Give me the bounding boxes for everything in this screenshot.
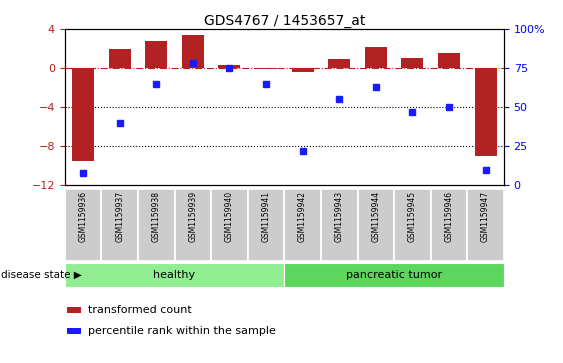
Bar <box>218 65 240 68</box>
Text: GSM1159939: GSM1159939 <box>189 191 197 242</box>
Text: GSM1159943: GSM1159943 <box>335 191 343 242</box>
Text: percentile rank within the sample: percentile rank within the sample <box>88 326 276 336</box>
Bar <box>182 35 204 68</box>
Bar <box>438 53 460 68</box>
Bar <box>109 49 131 68</box>
Bar <box>394 189 431 261</box>
Text: pancreatic tumor: pancreatic tumor <box>346 270 442 280</box>
Text: GSM1159941: GSM1159941 <box>262 191 270 242</box>
Text: GSM1159947: GSM1159947 <box>481 191 490 242</box>
Text: healthy: healthy <box>154 270 195 280</box>
Text: GSM1159946: GSM1159946 <box>445 191 453 242</box>
Text: GSM1159944: GSM1159944 <box>372 191 380 242</box>
Title: GDS4767 / 1453657_at: GDS4767 / 1453657_at <box>204 14 365 28</box>
Bar <box>72 68 94 161</box>
Text: GSM1159940: GSM1159940 <box>225 191 234 242</box>
Bar <box>365 46 387 68</box>
Bar <box>248 189 284 261</box>
Bar <box>292 68 314 72</box>
Bar <box>284 189 321 261</box>
Text: disease state ▶: disease state ▶ <box>1 270 82 280</box>
Bar <box>358 189 394 261</box>
Bar <box>328 59 350 68</box>
Bar <box>145 41 167 68</box>
Bar <box>138 189 175 261</box>
Text: GSM1159938: GSM1159938 <box>152 191 160 242</box>
Text: transformed count: transformed count <box>88 305 192 315</box>
Bar <box>475 68 497 156</box>
Bar <box>401 58 423 68</box>
Bar <box>65 189 101 261</box>
Bar <box>467 189 504 261</box>
Text: GSM1159942: GSM1159942 <box>298 191 307 242</box>
Bar <box>284 263 504 287</box>
Bar <box>65 263 284 287</box>
Bar <box>211 189 248 261</box>
Text: GSM1159937: GSM1159937 <box>115 191 124 242</box>
Bar <box>321 189 358 261</box>
Bar <box>68 327 81 334</box>
Bar <box>255 68 277 69</box>
Bar <box>431 189 467 261</box>
Bar <box>101 189 138 261</box>
Bar <box>175 189 211 261</box>
Text: GSM1159945: GSM1159945 <box>408 191 417 242</box>
Text: GSM1159936: GSM1159936 <box>79 191 87 242</box>
Bar <box>68 307 81 313</box>
